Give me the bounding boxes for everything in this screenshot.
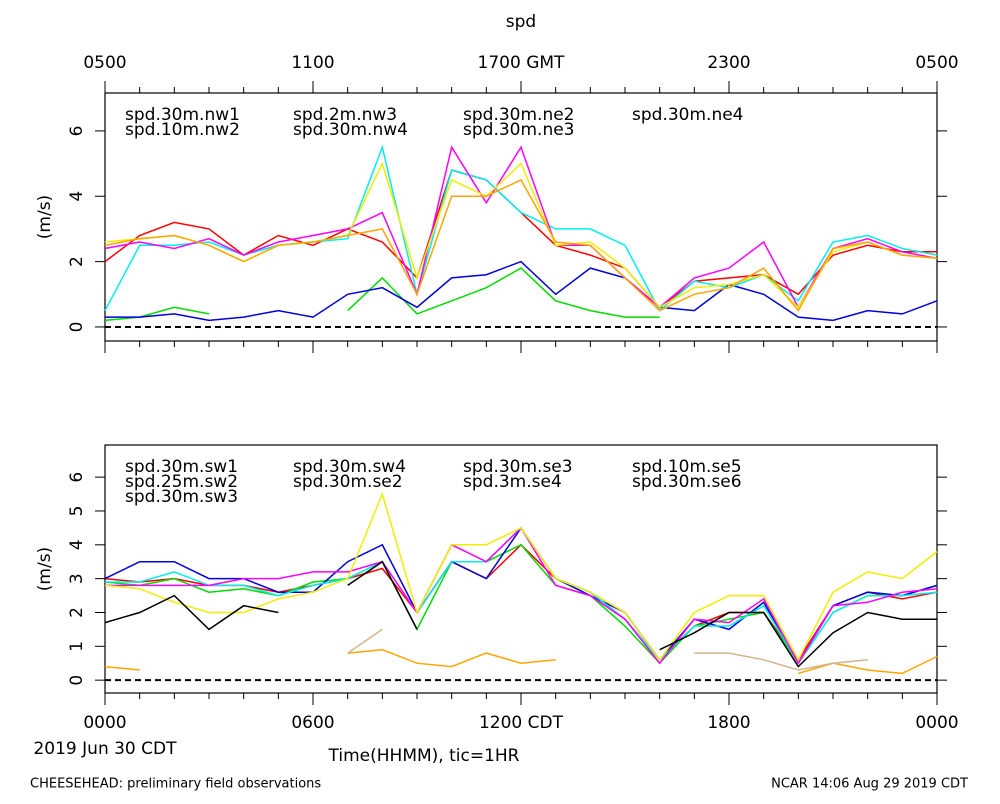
x-tick-label: 0000 (915, 713, 958, 733)
legend-entry: spd.30m.se6 (632, 472, 742, 492)
footer-right: NCAR 14:06 Aug 29 2019 CDT (771, 777, 968, 792)
legend-entry: spd.30m.nw4 (293, 120, 408, 140)
y-tick-label: 2 (67, 607, 87, 618)
series-line (347, 628, 868, 671)
y-tick-label: 0 (67, 675, 87, 686)
x-tick-label: 0500 (915, 53, 958, 73)
y-tick-label: 3 (67, 573, 87, 584)
series-line (104, 560, 937, 668)
y-tick-label: 6 (67, 472, 87, 483)
legend-entry: spd.30m.ne2 (463, 105, 575, 125)
x-axis-label: Time(HHMM), tic=1HR (328, 746, 520, 766)
legend-entry: spd.10m.nw2 (125, 120, 240, 140)
y-tick-label: 4 (67, 191, 87, 202)
y-axis-label: (m/s) (35, 195, 55, 239)
legend-entry: spd.30m.sw1 (125, 457, 238, 477)
y-tick-label: 2 (67, 256, 87, 267)
x-tick-label: 1700 GMT (478, 53, 566, 73)
series-line (105, 260, 938, 322)
legend-entry: spd.3m.se4 (463, 472, 562, 492)
y-tick-label: 4 (67, 539, 87, 550)
legend-entry: spd.30m.ne4 (632, 105, 744, 125)
series-line (104, 491, 938, 662)
x-tick-label: 1800 (707, 713, 750, 733)
legend-entry: spd.30m.se3 (463, 457, 573, 477)
y-axis-label: (m/s) (35, 547, 55, 591)
legend-entry: spd.30m.sw4 (293, 457, 406, 477)
x-tick-label: 1100 (291, 53, 334, 73)
y-tick-label: 5 (67, 506, 87, 517)
y-tick-label: 0 (67, 322, 87, 333)
y-tick-label: 6 (67, 125, 87, 136)
page-title: spd (506, 12, 536, 32)
date-label: 2019 Jun 30 CDT (33, 739, 177, 759)
x-tick-label: 0000 (83, 713, 126, 733)
series-line (104, 178, 938, 312)
legend-entry: spd.30m.nw1 (125, 105, 240, 125)
legend-entry: spd.30m.se2 (293, 472, 403, 492)
legend-entry: spd.10m.se5 (632, 457, 742, 477)
x-tick-label: 2300 (707, 53, 750, 73)
legend-entry: spd.30m.ne3 (463, 120, 575, 140)
y-tick-label: 1 (67, 641, 87, 652)
series-line (104, 648, 938, 675)
footer-left: CHEESEHEAD: preliminary field observatio… (30, 777, 321, 792)
x-tick-label: 0500 (83, 53, 126, 73)
x-tick-label: 0600 (291, 713, 334, 733)
legend-entry: spd.30m.sw3 (125, 487, 238, 507)
legend-entry: spd.2m.nw3 (293, 105, 397, 125)
legend-entry: spd.25m.sw2 (125, 472, 238, 492)
x-tick-label: 1200 CDT (479, 713, 564, 733)
